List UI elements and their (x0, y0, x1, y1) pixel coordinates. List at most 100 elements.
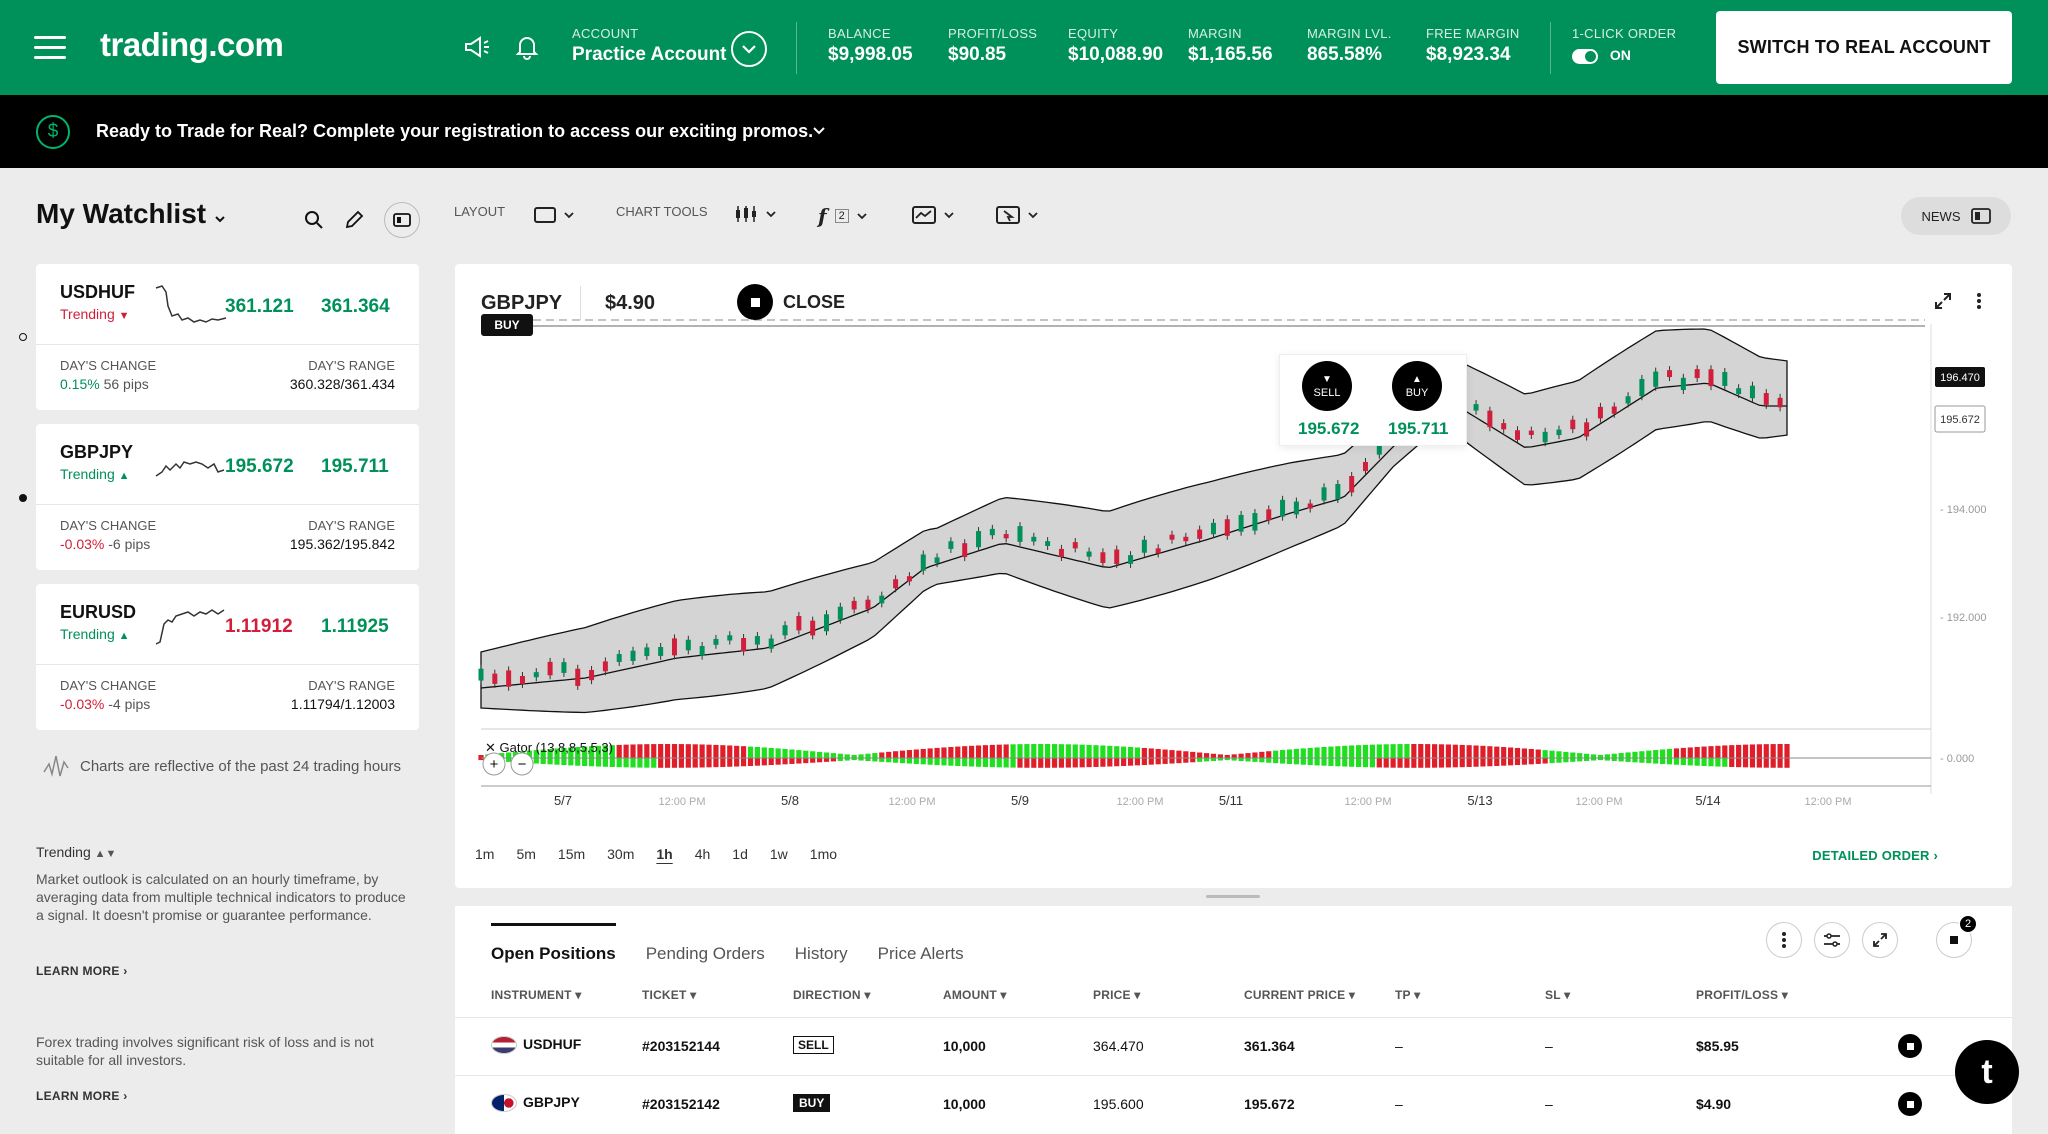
gator-bar-lower (540, 758, 546, 764)
tp-cell[interactable]: – (1395, 1096, 1403, 1112)
ask-price[interactable]: 195.711 (321, 456, 389, 477)
page-indicator-dot[interactable] (19, 333, 27, 341)
watchlist-card-usdhuf[interactable]: USDHUF Trending ▼ 361.121 361.364 DAY'S … (36, 264, 419, 410)
close-all-button[interactable]: 2 (1936, 915, 1977, 958)
resize-handle[interactable] (1206, 895, 1260, 898)
column-header-ticket[interactable]: TICKET ▾ (642, 988, 697, 1002)
gator-bar-upper (506, 752, 512, 758)
tab-pending-orders[interactable]: Pending Orders (645, 944, 765, 963)
bid-price[interactable]: 195.672 (225, 456, 294, 477)
close-position-button[interactable]: CLOSE (737, 284, 845, 320)
more-vertical-icon[interactable] (1976, 292, 1982, 310)
gator-bar-upper (609, 745, 615, 758)
close-position-button[interactable] (1898, 1034, 1922, 1058)
timeframe-30m[interactable]: 30m (607, 846, 635, 862)
sl-cell[interactable]: – (1545, 1096, 1553, 1112)
learn-more-link[interactable]: LEARN MORE › (36, 1089, 128, 1103)
news-button[interactable]: NEWS (1901, 197, 2011, 235)
learn-more-link[interactable]: LEARN MORE › (36, 964, 128, 978)
timeframe-4h[interactable]: 4h (694, 846, 711, 862)
tab-history[interactable]: History (794, 944, 848, 963)
candle (1542, 431, 1548, 443)
switch-to-real-account-button[interactable]: SWITCH TO REAL ACCOUNT (1716, 11, 2012, 84)
gator-bar-upper (685, 744, 691, 758)
margin-level-stat: MARGIN LVL. 865.58% (1307, 26, 1392, 66)
layout-text: LAYOUT (454, 204, 506, 219)
sell-button[interactable]: ▼ SELL (1302, 361, 1352, 411)
detailed-order-link[interactable]: DETAILED ORDER › (1812, 848, 1938, 863)
chart-style-dropdown[interactable] (912, 205, 954, 225)
bollinger-middle-line (480, 382, 1787, 689)
more-options-button[interactable] (1766, 922, 1802, 958)
timeframe-1d[interactable]: 1d (732, 846, 748, 862)
column-header-profit-loss[interactable]: PROFIT/LOSS ▾ (1696, 988, 1788, 1002)
chevron-down-icon[interactable] (812, 126, 826, 136)
layout-dropdown[interactable] (534, 206, 574, 224)
stat-label: BALANCE (828, 26, 891, 41)
megaphone-icon[interactable] (462, 32, 492, 62)
pencil-icon[interactable] (344, 210, 364, 230)
expand-panel-button[interactable] (1862, 922, 1898, 958)
trend-up-icon: ▲ (118, 630, 130, 642)
page-indicator-dot-active[interactable] (19, 494, 27, 502)
watchlist-card-gbpjpy[interactable]: GBPJPY Trending ▲ 195.672 195.711 DAY'S … (36, 424, 419, 570)
watchlist-title[interactable]: My Watchlist (36, 198, 226, 230)
candle (1017, 526, 1023, 542)
gator-bar-lower (837, 758, 843, 761)
tab-price-alerts[interactable]: Price Alerts (877, 944, 964, 963)
timeframe-15m[interactable]: 15m (557, 846, 586, 862)
gator-bar-lower (754, 758, 761, 766)
search-icon[interactable] (304, 210, 324, 230)
close-position-button[interactable] (1898, 1092, 1922, 1116)
column-header-direction[interactable]: DIRECTION ▾ (793, 988, 871, 1002)
bid-price[interactable]: 361.121 (225, 296, 294, 317)
gator-bar-upper (1349, 745, 1355, 758)
filter-button[interactable] (1814, 922, 1850, 958)
candle-type-dropdown[interactable] (734, 204, 776, 224)
gator-bar-upper (1093, 745, 1099, 758)
price-chart[interactable]: BUY 196.470 195.672 - 194.000 - 192.000 - 0.0… (455, 264, 2012, 888)
column-header-instrument[interactable]: INSTRUMENT ▾ (491, 988, 582, 1002)
indicators-dropdown[interactable]: f 2 (818, 204, 867, 228)
column-header-sl[interactable]: SL ▾ (1545, 988, 1571, 1002)
cursor-dropdown[interactable] (996, 205, 1038, 225)
tab-open-positions[interactable]: Open Positions (491, 923, 616, 964)
watchlist-view-button[interactable] (384, 202, 420, 238)
column-header-amount[interactable]: AMOUNT ▾ (943, 988, 1007, 1002)
buy-button[interactable]: ▲ BUY (1392, 361, 1442, 411)
gator-bar-lower (1051, 758, 1058, 768)
gator-bar-upper (754, 747, 761, 758)
timeframe-1m[interactable]: 1m (475, 846, 495, 862)
column-header-current-price[interactable]: CURRENT PRICE ▾ (1244, 988, 1356, 1002)
ask-price[interactable]: 361.364 (321, 296, 390, 317)
tp-cell[interactable]: – (1395, 1038, 1403, 1054)
candle (1667, 370, 1673, 378)
gator-bar-lower (1763, 758, 1769, 768)
gator-bar-lower (1715, 758, 1721, 767)
sl-cell[interactable]: – (1545, 1038, 1553, 1054)
gator-bar-upper (899, 750, 906, 758)
account-dropdown-button[interactable] (731, 31, 767, 67)
timeframe-1mo[interactable]: 1mo (809, 846, 838, 862)
promo-banner[interactable]: $ Ready to Trade for Real? Complete your… (0, 95, 2048, 168)
menu-icon[interactable] (34, 36, 66, 60)
bell-icon[interactable] (512, 32, 542, 62)
candle (1777, 397, 1783, 408)
ask-price[interactable]: 1.11925 (321, 616, 389, 637)
timeframe-1h[interactable]: 1h (656, 846, 673, 862)
chat-support-button[interactable]: t (1955, 1040, 2019, 1104)
account-info: ACCOUNT Practice Account (572, 26, 727, 66)
one-click-order[interactable]: 1-CLICK ORDER ON (1572, 26, 1676, 64)
watchlist-card-eurusd[interactable]: EURUSD Trending ▲ 1.11912 1.11925 DAY'S … (36, 584, 419, 730)
column-header-tp[interactable]: TP ▾ (1395, 988, 1421, 1002)
timeframe-1w[interactable]: 1w (769, 846, 788, 862)
candle (1072, 542, 1078, 549)
column-header-price[interactable]: PRICE ▾ (1093, 988, 1141, 1002)
gator-bar-upper (816, 751, 823, 758)
gator-bar-lower (706, 758, 712, 768)
one-click-toggle[interactable] (1572, 48, 1598, 64)
timeframe-5m[interactable]: 5m (516, 846, 536, 862)
gator-bar-upper (1770, 744, 1776, 758)
expand-icon[interactable] (1934, 292, 1952, 310)
bid-price[interactable]: 1.11912 (225, 616, 293, 637)
